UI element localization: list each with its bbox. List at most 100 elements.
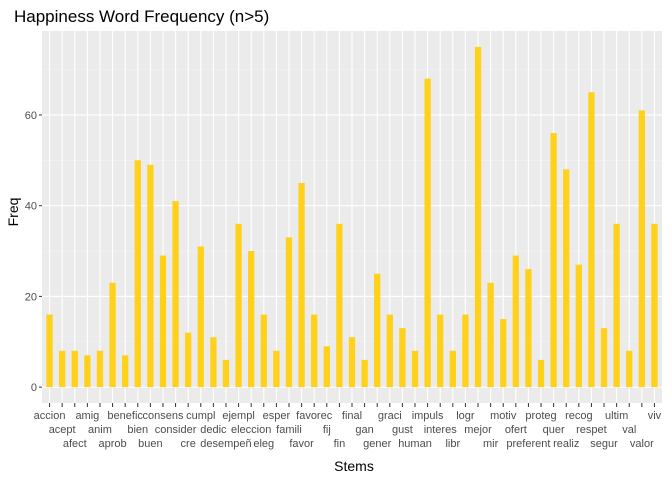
y-tick-label: 60 bbox=[25, 110, 37, 122]
bar-cre bbox=[185, 332, 192, 388]
bar-anim bbox=[96, 350, 104, 388]
x-tick-label: afect bbox=[63, 438, 87, 450]
x-tick-label: preferent bbox=[506, 438, 550, 450]
x-axis-title: Stems bbox=[334, 458, 374, 474]
x-tick-label: famili bbox=[276, 424, 302, 436]
bar-mir bbox=[487, 282, 494, 388]
bar-preferent bbox=[525, 269, 532, 388]
x-tick-label: interes bbox=[424, 424, 458, 436]
chart-title: Happiness Word Frequency (n>5) bbox=[14, 7, 269, 26]
x-tick-label: consens bbox=[142, 410, 183, 422]
x-tick-label: human bbox=[398, 438, 432, 450]
bar-mejor bbox=[474, 46, 482, 388]
bar-desempeñ bbox=[222, 359, 230, 388]
x-tick-label: eleg bbox=[253, 438, 274, 450]
x-tick-label: motiv bbox=[490, 410, 517, 422]
bar-proteg bbox=[537, 359, 545, 388]
x-tick-label: val bbox=[622, 424, 636, 436]
bar-consens bbox=[159, 255, 167, 388]
x-tick-label: fij bbox=[323, 424, 331, 436]
bar-logr bbox=[462, 314, 469, 388]
bar-fin bbox=[336, 223, 343, 388]
y-axis: 0 20 40 60 bbox=[25, 110, 42, 394]
x-tick-label: quer bbox=[543, 424, 565, 436]
bar-fij bbox=[323, 346, 330, 388]
x-tick-label: gan bbox=[355, 424, 373, 436]
bar-favorec bbox=[311, 314, 318, 388]
x-tick-label: bien bbox=[127, 424, 148, 436]
bar-quer bbox=[550, 133, 557, 388]
x-tick-label: recog bbox=[565, 410, 593, 422]
bar-eleccion bbox=[248, 251, 255, 388]
x-tick-label: logr bbox=[456, 410, 475, 422]
x-tick-label: final bbox=[342, 410, 362, 422]
bar-impuls bbox=[424, 78, 431, 388]
x-tick-label: eleccion bbox=[231, 424, 271, 436]
y-tick-label: 20 bbox=[25, 291, 37, 303]
bar-recog bbox=[575, 264, 582, 388]
x-tick-label: realiz bbox=[553, 438, 579, 450]
bar-accion bbox=[46, 314, 53, 388]
x-tick-label: favorec bbox=[296, 410, 333, 422]
bar-eleg bbox=[260, 314, 267, 388]
x-tick-label: ofert bbox=[505, 424, 527, 436]
bar-segur bbox=[600, 328, 608, 388]
bar-valor bbox=[638, 110, 645, 388]
x-tick-label: segur bbox=[590, 438, 618, 450]
x-tick-label: anim bbox=[88, 424, 112, 436]
bar-ofert bbox=[512, 255, 519, 388]
bar-interes bbox=[437, 314, 444, 388]
bar-gust bbox=[399, 328, 406, 388]
x-tick-label: cre bbox=[181, 438, 196, 450]
x-axis: accion acept afect amig anim aprob benefic bien… bbox=[34, 403, 662, 450]
bar-ultim bbox=[613, 223, 620, 388]
bar-cumpl bbox=[197, 246, 204, 388]
bar-motiv bbox=[500, 319, 507, 388]
x-tick-label: viv bbox=[648, 410, 662, 422]
bar-bien bbox=[134, 160, 141, 388]
y-axis-title: Freq bbox=[5, 198, 21, 227]
x-tick-label: mir bbox=[483, 438, 499, 450]
x-tick-label: ejempl bbox=[222, 410, 254, 422]
bar-acept bbox=[59, 350, 66, 388]
x-tick-label: amig bbox=[75, 410, 99, 422]
bar-libr bbox=[449, 350, 456, 388]
x-tick-label: valor bbox=[630, 438, 654, 450]
x-tick-label: dedic bbox=[200, 424, 227, 436]
bar-val bbox=[626, 350, 633, 388]
bar-benefic bbox=[122, 355, 129, 388]
bar-afect bbox=[71, 350, 78, 388]
x-tick-label: proteg bbox=[525, 410, 556, 422]
x-tick-label: desempeñ bbox=[200, 438, 251, 450]
x-tick-label: gust bbox=[392, 424, 413, 436]
y-tick-label: 0 bbox=[31, 382, 37, 394]
x-tick-label: favor bbox=[289, 438, 314, 450]
bar-ejempl bbox=[235, 223, 242, 388]
x-tick-label: cumpl bbox=[186, 410, 215, 422]
x-tick-label: buen bbox=[138, 438, 162, 450]
bar-dedic bbox=[210, 337, 217, 388]
bar-consider bbox=[172, 201, 179, 388]
bar-amig bbox=[84, 355, 91, 388]
x-tick-label: libr bbox=[445, 438, 460, 450]
bars bbox=[46, 46, 658, 388]
x-tick-label: acept bbox=[49, 424, 76, 436]
bar-viv bbox=[651, 223, 658, 388]
x-tick-label: respet bbox=[576, 424, 607, 436]
x-tick-label: esper bbox=[263, 410, 291, 422]
bar-respet bbox=[588, 92, 595, 388]
bar-graci bbox=[386, 314, 393, 388]
bar-favor bbox=[298, 182, 305, 388]
bar-esper bbox=[273, 350, 280, 388]
x-tick-label: ultim bbox=[605, 410, 628, 422]
x-tick-label: aprob bbox=[98, 438, 126, 450]
bar-final bbox=[348, 337, 356, 388]
x-tick-label: impuls bbox=[412, 410, 444, 422]
x-tick-label: mejor bbox=[464, 424, 492, 436]
bar-gan bbox=[361, 359, 368, 388]
x-tick-label: consider bbox=[155, 424, 197, 436]
bar-aprob bbox=[109, 282, 116, 388]
bar-realiz bbox=[563, 169, 570, 388]
x-tick-label: fin bbox=[334, 438, 346, 450]
